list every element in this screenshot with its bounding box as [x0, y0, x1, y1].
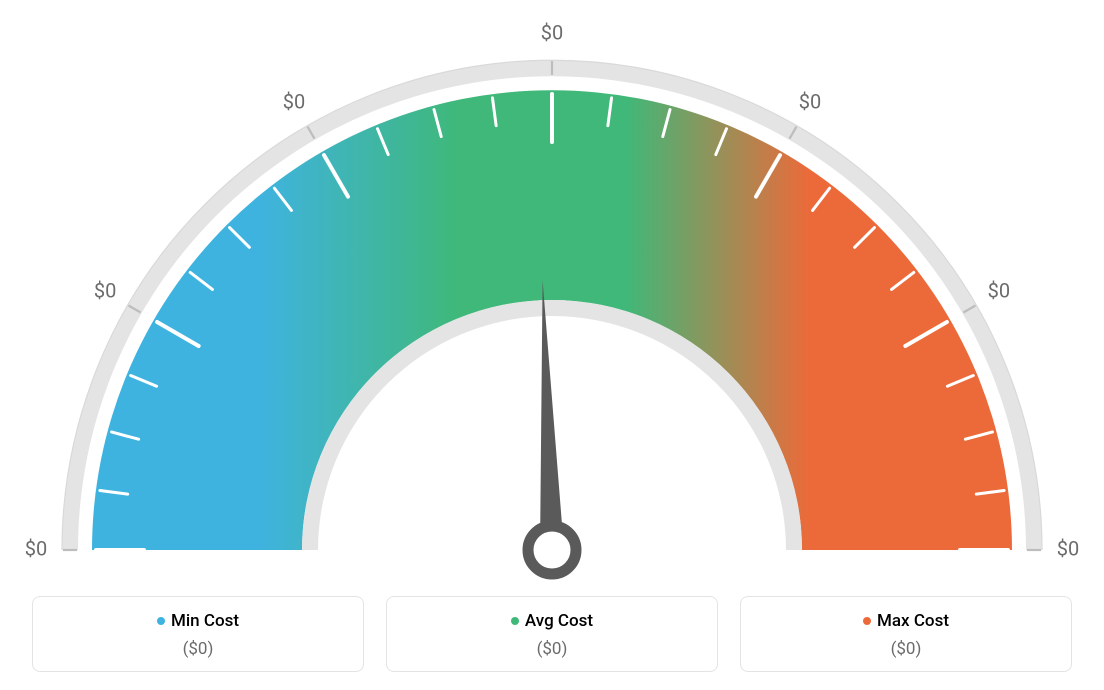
gauge-tick-label: $0: [25, 536, 47, 560]
legend-value-min: ($0): [43, 639, 353, 659]
dot-icon: [863, 617, 871, 625]
legend-row: Min Cost ($0) Avg Cost ($0) Max Cost ($0…: [32, 596, 1072, 672]
legend-label: Avg Cost: [525, 611, 593, 631]
gauge-svg: $0 $0 $0 $0 $0 $0 $0: [0, 20, 1104, 580]
legend-label: Max Cost: [877, 611, 949, 631]
legend-label: Min Cost: [171, 611, 239, 631]
legend-value-max: ($0): [751, 639, 1061, 659]
legend-title-min: Min Cost: [43, 611, 353, 631]
gauge-tick-label: $0: [988, 278, 1010, 302]
legend-card-max: Max Cost ($0): [740, 596, 1072, 672]
gauge-tick-label: $0: [541, 20, 563, 44]
legend-title-avg: Avg Cost: [397, 611, 707, 631]
gauge-tick-label: $0: [1057, 536, 1079, 560]
dot-icon: [157, 617, 165, 625]
legend-title-max: Max Cost: [751, 611, 1061, 631]
legend-value-avg: ($0): [397, 639, 707, 659]
legend-card-min: Min Cost ($0): [32, 596, 364, 672]
dot-icon: [511, 617, 519, 625]
gauge-tick-label: $0: [283, 89, 305, 113]
gauge-tick-label: $0: [799, 89, 821, 113]
legend-card-avg: Avg Cost ($0): [386, 596, 718, 672]
gauge-tick-label: $0: [94, 278, 116, 302]
gauge-chart: $0 $0 $0 $0 $0 $0 $0: [0, 0, 1104, 560]
